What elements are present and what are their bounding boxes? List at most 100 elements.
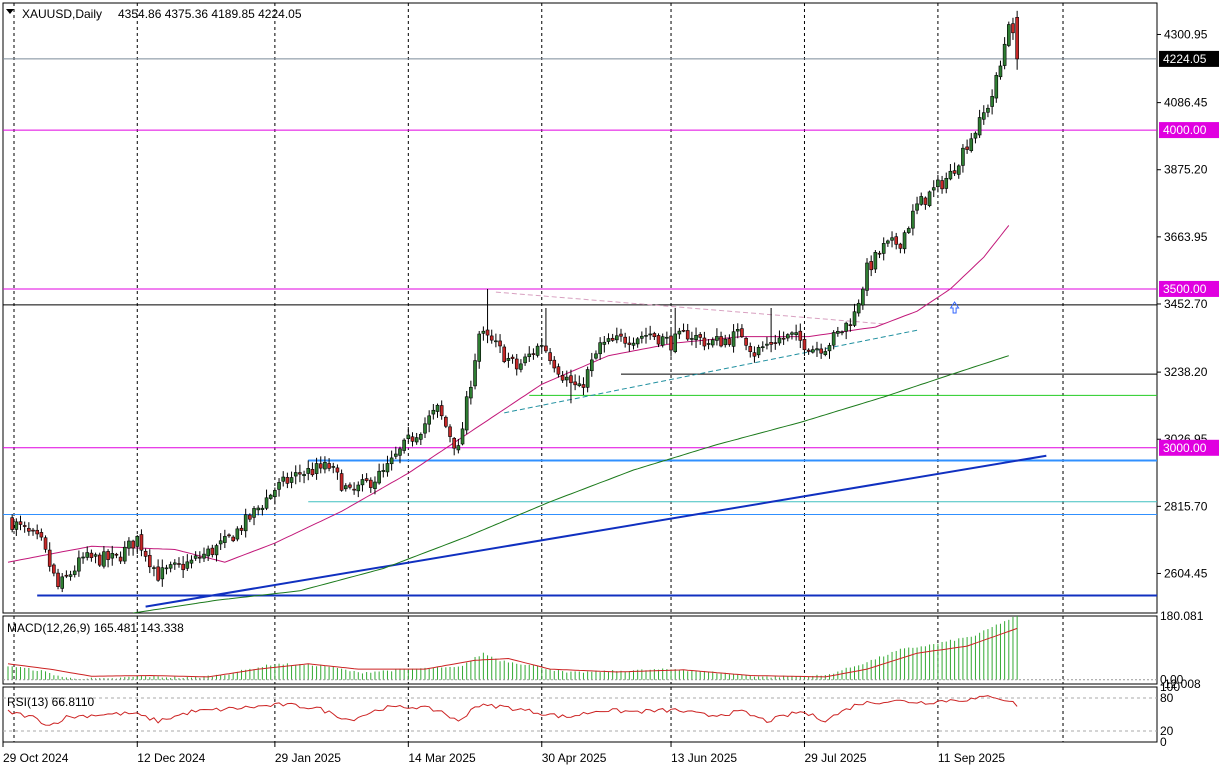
candle-body[interactable] xyxy=(139,534,144,551)
candle-body[interactable] xyxy=(794,332,798,335)
candle-body[interactable] xyxy=(1015,17,1019,60)
candle-body[interactable] xyxy=(273,490,277,497)
candle-body[interactable] xyxy=(744,337,748,346)
candle-body[interactable] xyxy=(869,261,873,271)
candle-body[interactable] xyxy=(64,574,69,577)
candle-body[interactable] xyxy=(589,359,594,372)
candle-body[interactable] xyxy=(710,339,715,346)
candle-body[interactable] xyxy=(323,462,327,470)
candle-body[interactable] xyxy=(302,474,306,477)
candle-body[interactable] xyxy=(861,288,865,306)
candle-body[interactable] xyxy=(931,187,936,191)
candle-body[interactable] xyxy=(723,338,728,346)
candle-body[interactable] xyxy=(444,416,448,427)
candle-body[interactable] xyxy=(218,540,223,545)
candle-body[interactable] xyxy=(243,514,248,532)
candle-body[interactable] xyxy=(585,369,590,388)
candle-body[interactable] xyxy=(902,232,907,250)
candle-body[interactable] xyxy=(118,556,123,562)
candle-body[interactable] xyxy=(31,529,35,532)
candle-body[interactable] xyxy=(573,381,577,386)
candle-body[interactable] xyxy=(648,333,652,336)
candle-body[interactable] xyxy=(727,338,732,345)
candle-body[interactable] xyxy=(819,348,823,354)
candle-body[interactable] xyxy=(85,552,90,558)
candle-body[interactable] xyxy=(560,375,565,381)
candle-body[interactable] xyxy=(135,536,140,547)
candle-body[interactable] xyxy=(544,345,548,352)
buy-arrow-icon[interactable] xyxy=(949,301,960,314)
candle-body[interactable] xyxy=(961,147,965,166)
candle-body[interactable] xyxy=(256,507,261,511)
candle-body[interactable] xyxy=(831,332,836,346)
candle-body[interactable] xyxy=(131,540,135,549)
candle-body[interactable] xyxy=(548,352,552,362)
candle-body[interactable] xyxy=(981,112,986,120)
dropdown-arrow-icon[interactable] xyxy=(6,9,14,14)
candle-body[interactable] xyxy=(460,428,465,445)
candle-body[interactable] xyxy=(773,342,778,344)
candle-body[interactable] xyxy=(298,472,302,475)
candle-body[interactable] xyxy=(360,479,365,486)
candle-body[interactable] xyxy=(389,457,394,465)
candle-body[interactable] xyxy=(22,525,27,527)
candle-body[interactable] xyxy=(615,335,619,341)
candle-body[interactable] xyxy=(60,576,65,589)
candle-body[interactable] xyxy=(122,546,127,562)
candle-body[interactable] xyxy=(827,345,832,352)
candle-body[interactable] xyxy=(89,552,94,559)
candle-body[interactable] xyxy=(173,562,177,565)
candle-body[interactable] xyxy=(210,547,215,555)
candle-body[interactable] xyxy=(815,348,819,351)
candle-body[interactable] xyxy=(198,556,202,559)
trend-line[interactable] xyxy=(504,329,918,414)
candle-body[interactable] xyxy=(143,550,148,557)
candle-body[interactable] xyxy=(427,415,431,425)
candle-body[interactable] xyxy=(223,536,227,543)
candle-body[interactable] xyxy=(698,334,703,338)
candle-body[interactable] xyxy=(306,468,311,474)
candle-body[interactable] xyxy=(523,356,527,364)
candle-body[interactable] xyxy=(564,376,569,381)
candle-body[interactable] xyxy=(769,342,773,345)
candle-body[interactable] xyxy=(594,353,598,359)
candle-body[interactable] xyxy=(852,311,857,326)
candle-body[interactable] xyxy=(811,349,815,353)
candle-body[interactable] xyxy=(669,335,673,351)
candle-body[interactable] xyxy=(706,343,711,345)
candle-body[interactable] xyxy=(948,170,953,180)
candle-body[interactable] xyxy=(952,170,957,174)
candle-body[interactable] xyxy=(331,466,336,468)
candle-body[interactable] xyxy=(844,322,848,332)
candle-body[interactable] xyxy=(68,574,73,577)
candle-body[interactable] xyxy=(27,527,31,532)
candle-body[interactable] xyxy=(43,537,48,550)
candle-body[interactable] xyxy=(419,434,423,440)
candle-body[interactable] xyxy=(164,567,169,570)
candle-body[interactable] xyxy=(56,572,60,587)
candle-body[interactable] xyxy=(765,343,769,346)
candle-body[interactable] xyxy=(414,437,419,443)
candle-body[interactable] xyxy=(894,236,899,245)
candle-body[interactable] xyxy=(886,240,890,244)
candle-body[interactable] xyxy=(823,351,828,355)
candle-body[interactable] xyxy=(394,453,398,457)
candle-body[interactable] xyxy=(281,476,286,482)
candle-body[interactable] xyxy=(681,330,686,332)
candle-body[interactable] xyxy=(936,179,940,188)
candle-body[interactable] xyxy=(965,146,969,150)
candle-body[interactable] xyxy=(456,445,461,451)
candle-body[interactable] xyxy=(527,353,532,358)
candle-body[interactable] xyxy=(790,332,794,335)
candle-body[interactable] xyxy=(531,353,536,355)
candle-body[interactable] xyxy=(348,484,352,488)
candle-body[interactable] xyxy=(147,555,152,568)
candle-body[interactable] xyxy=(235,528,240,540)
candle-body[interactable] xyxy=(940,180,944,190)
candle-body[interactable] xyxy=(152,567,156,569)
candle-body[interactable] xyxy=(252,508,256,518)
candle-body[interactable] xyxy=(260,507,265,510)
candle-body[interactable] xyxy=(735,329,740,332)
candle-body[interactable] xyxy=(10,517,14,530)
candle-body[interactable] xyxy=(644,335,648,337)
